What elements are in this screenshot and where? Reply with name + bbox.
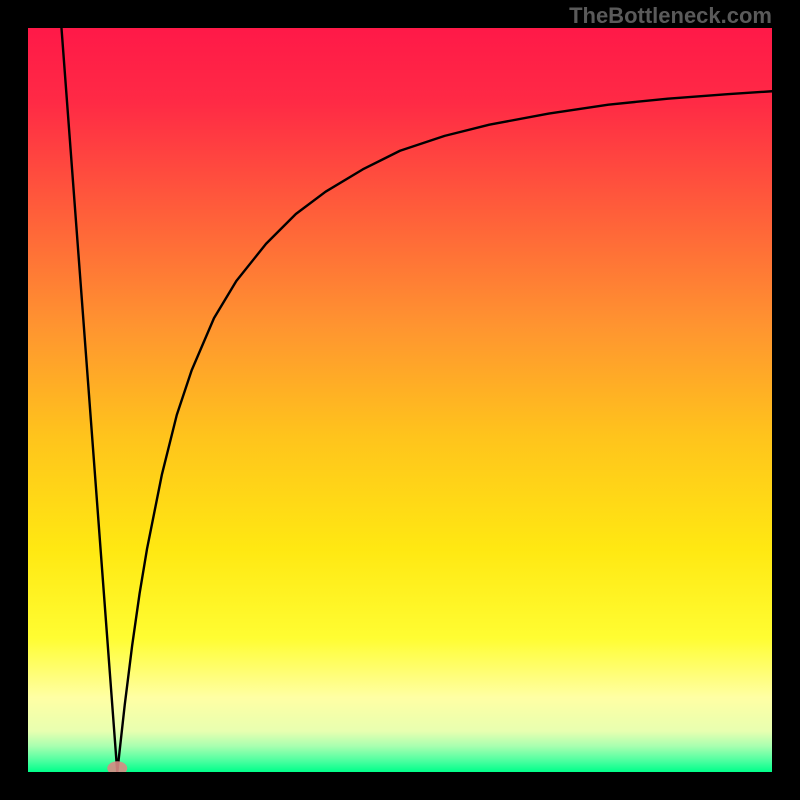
chart-root: TheBottleneck.com (0, 0, 800, 800)
vertex-marker (107, 761, 127, 772)
bottleneck-curve (61, 28, 772, 772)
curve-layer (28, 28, 772, 772)
watermark-text: TheBottleneck.com (569, 3, 772, 29)
plot-area (28, 28, 772, 772)
